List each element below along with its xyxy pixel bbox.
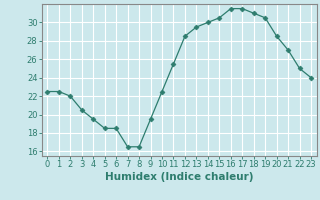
X-axis label: Humidex (Indice chaleur): Humidex (Indice chaleur): [105, 172, 253, 182]
